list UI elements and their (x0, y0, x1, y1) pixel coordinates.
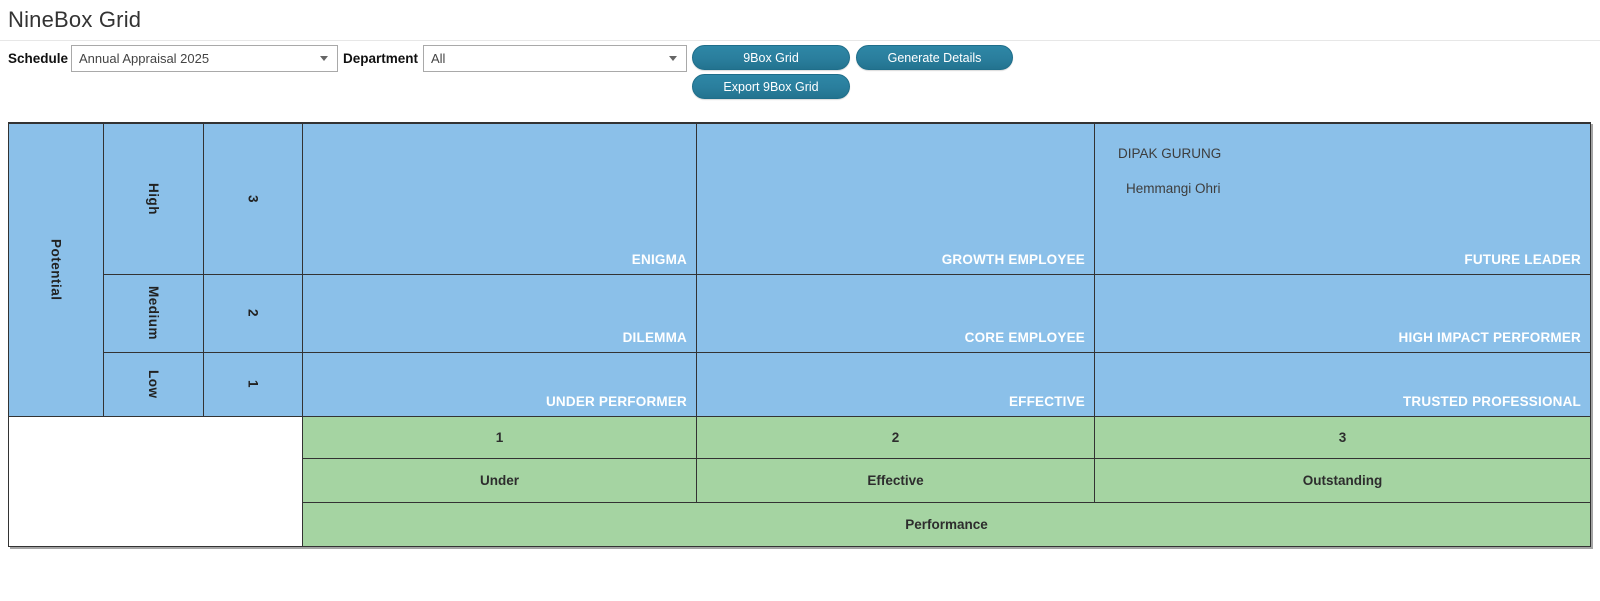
box-cell-label: DILEMMA (622, 330, 687, 345)
box-cell-core-employee: CORE EMPLOYEE (697, 275, 1094, 352)
box-cell-high-impact-performer: HIGH IMPACT PERFORMER (1095, 275, 1590, 352)
generate-details-button[interactable]: Generate Details (856, 45, 1013, 70)
box-cell-future-leader: DIPAK GURUNG Hemmangi Ohri FUTURE LEADER (1095, 124, 1590, 274)
page-title: NineBox Grid (8, 7, 142, 32)
dropdown-arrow-icon (669, 56, 677, 61)
schedule-dropdown-value: Annual Appraisal 2025 (79, 51, 210, 66)
performance-score-1-cell: 1 (303, 417, 696, 458)
box-cell-label: GROWTH EMPLOYEE (941, 252, 1085, 267)
box-cell-label: FUTURE LEADER (1464, 252, 1581, 267)
potential-level-medium-cell: Medium (104, 275, 203, 352)
box-cell-growth-employee: GROWTH EMPLOYEE (697, 124, 1094, 274)
employee-list: DIPAK GURUNG Hemmangi Ohri (1095, 124, 1590, 216)
employee-name[interactable]: DIPAK GURUNG (1118, 146, 1222, 161)
potential-score-3-cell: 3 (204, 124, 302, 274)
performance-level-effective-cell: Effective (697, 459, 1094, 502)
potential-score-1-label: 1 (245, 380, 261, 389)
potential-level-high-label: High (146, 183, 161, 215)
box-cell-enigma: ENIGMA (303, 124, 696, 274)
potential-score-2-cell: 2 (204, 275, 302, 352)
department-label: Department (343, 51, 419, 66)
department-dropdown-value: All (431, 51, 446, 66)
box-cell-dilemma: DILEMMA (303, 275, 696, 352)
potential-axis-label-cell: Potential (9, 124, 103, 416)
box-cell-label: CORE EMPLOYEE (964, 330, 1085, 345)
employee-name[interactable]: Hemmangi Ohri (1126, 181, 1221, 196)
performance-level-under-cell: Under (303, 459, 696, 502)
axis-corner-blank-cell (9, 417, 302, 546)
box-cell-label: TRUSTED PROFESSIONAL (1402, 394, 1581, 409)
box-cell-trusted-professional: TRUSTED PROFESSIONAL (1095, 353, 1590, 416)
potential-score-3-label: 3 (245, 194, 261, 203)
box-cell-label: HIGH IMPACT PERFORMER (1398, 330, 1581, 345)
potential-level-low-cell: Low (104, 353, 203, 416)
performance-axis-label-cell: Performance (303, 503, 1590, 546)
export-nine-box-grid-button[interactable]: Export 9Box Grid (692, 74, 850, 99)
potential-score-1-cell: 1 (204, 353, 302, 416)
potential-axis-label: Potential (48, 239, 64, 301)
performance-level-outstanding-cell: Outstanding (1095, 459, 1590, 502)
box-cell-label: EFFECTIVE (1008, 394, 1085, 409)
ninebox-grid: Potential High Medium Low 3 2 1 ENIGMA G… (8, 122, 1591, 547)
header-divider (0, 40, 1600, 41)
department-dropdown[interactable]: All (423, 45, 687, 72)
box-cell-label: UNDER PERFORMER (545, 394, 687, 409)
box-cell-under-performer: UNDER PERFORMER (303, 353, 696, 416)
dropdown-arrow-icon (320, 56, 328, 61)
schedule-dropdown[interactable]: Annual Appraisal 2025 (71, 45, 338, 72)
performance-score-3-cell: 3 (1095, 417, 1590, 458)
nine-box-grid-button[interactable]: 9Box Grid (692, 45, 850, 70)
potential-score-2-label: 2 (245, 309, 261, 318)
potential-level-medium-label: Medium (146, 286, 161, 341)
box-cell-effective: EFFECTIVE (697, 353, 1094, 416)
schedule-label: Schedule (8, 51, 69, 66)
potential-level-low-label: Low (146, 370, 161, 399)
performance-score-2-cell: 2 (697, 417, 1094, 458)
potential-level-high-cell: High (104, 124, 203, 274)
box-cell-label: ENIGMA (631, 252, 687, 267)
